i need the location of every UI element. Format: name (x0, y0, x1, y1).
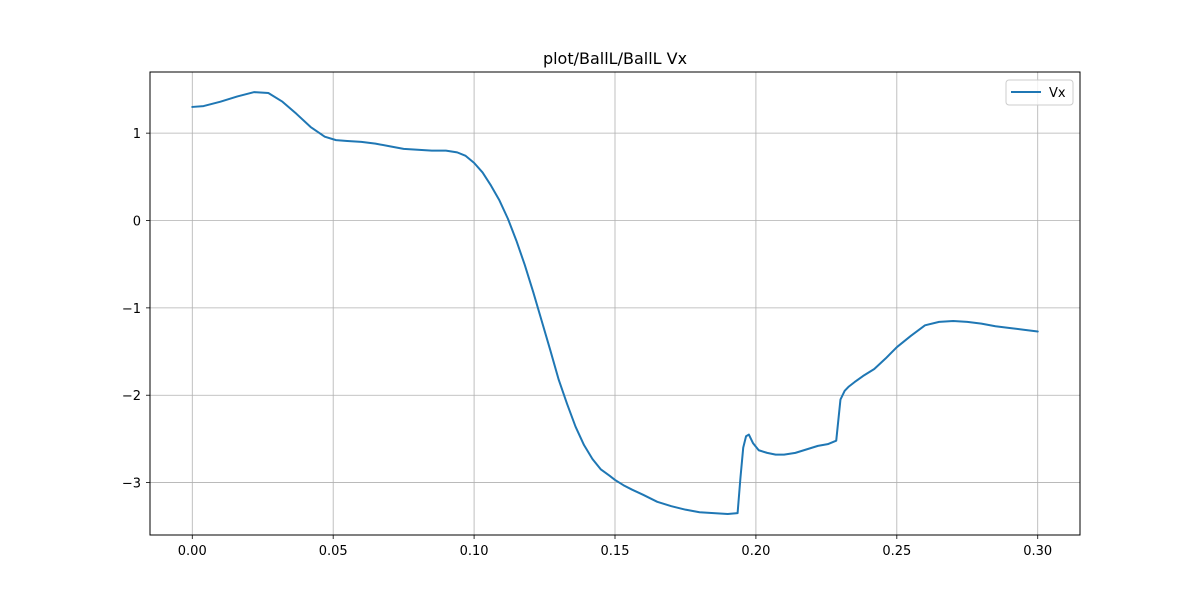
y-tick-label: −2 (122, 389, 141, 404)
y-tick-label: −3 (122, 477, 141, 492)
legend: Vx (1005, 79, 1074, 106)
x-tick-label: 0.00 (178, 544, 207, 559)
x-tick-label: 0.20 (741, 544, 770, 559)
y-tick-label: −1 (122, 302, 141, 317)
y-axis: 1 0 −1 −2 −3 (122, 127, 150, 492)
grid (150, 72, 1080, 535)
x-axis: 0.00 0.05 0.10 0.15 0.20 0.25 0.30 (178, 535, 1052, 559)
series-layer (191, 91, 1039, 516)
x-tick-label: 0.10 (460, 544, 489, 559)
x-tick-label: 0.25 (882, 544, 911, 559)
legend-label-vx: Vx (1049, 86, 1066, 101)
chart-title: plot/BallL/BallL Vx (543, 49, 687, 68)
y-tick-label: 1 (133, 127, 141, 142)
x-tick-label: 0.05 (319, 544, 348, 559)
x-tick-label: 0.30 (1023, 544, 1052, 559)
series-line-vx (191, 91, 1039, 516)
x-tick-label: 0.15 (601, 544, 630, 559)
y-tick-label: 0 (133, 215, 141, 230)
